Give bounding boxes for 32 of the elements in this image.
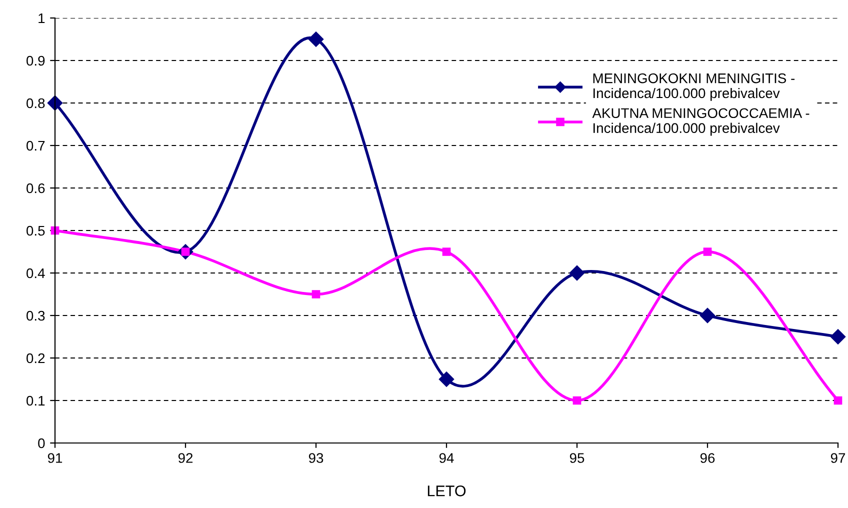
x-tick-label: 97 [830, 453, 846, 463]
x-tick-label: 95 [570, 453, 584, 463]
y-tick-label: 0.1 [26, 396, 45, 406]
point [312, 290, 320, 298]
point [308, 32, 324, 47]
y-tick-label: 0.2 [26, 353, 45, 364]
point [569, 265, 585, 281]
y-tick-label: 0.6 [26, 183, 45, 194]
point [830, 329, 846, 344]
y-tick-label: 0.9 [26, 56, 45, 66]
point [700, 308, 716, 324]
point [703, 248, 712, 256]
x-tick-label: 92 [178, 453, 193, 463]
y-tick-label: 0.5 [26, 226, 45, 236]
x-tick-label: 94 [439, 453, 454, 463]
y-tick-label: 0.3 [26, 310, 45, 321]
x-tick-label: 91 [48, 453, 62, 463]
x-tick-label: 93 [308, 453, 324, 463]
point [442, 248, 451, 256]
legend-label: MENINGOKOKNI MENINGITIS - Incidenca/100.000 prebivalcev [593, 73, 795, 101]
point [834, 396, 842, 405]
point [572, 396, 582, 405]
point [47, 95, 63, 111]
y-tick-label: 1 [38, 13, 45, 24]
x-axis-title: LETO [428, 486, 466, 496]
y-tick-label: 0.7 [26, 140, 45, 151]
x-tick-label: 96 [700, 453, 715, 463]
y-tick-label: 0.8 [26, 98, 45, 108]
legend-label: AKUTNA MENINGOCOCCAEMIA - Incidenca/100.000 prebivalcev [592, 108, 810, 136]
y-tick-label: 0.4 [26, 268, 45, 278]
y-tick-label: 0 [38, 438, 45, 448]
point [438, 372, 454, 387]
